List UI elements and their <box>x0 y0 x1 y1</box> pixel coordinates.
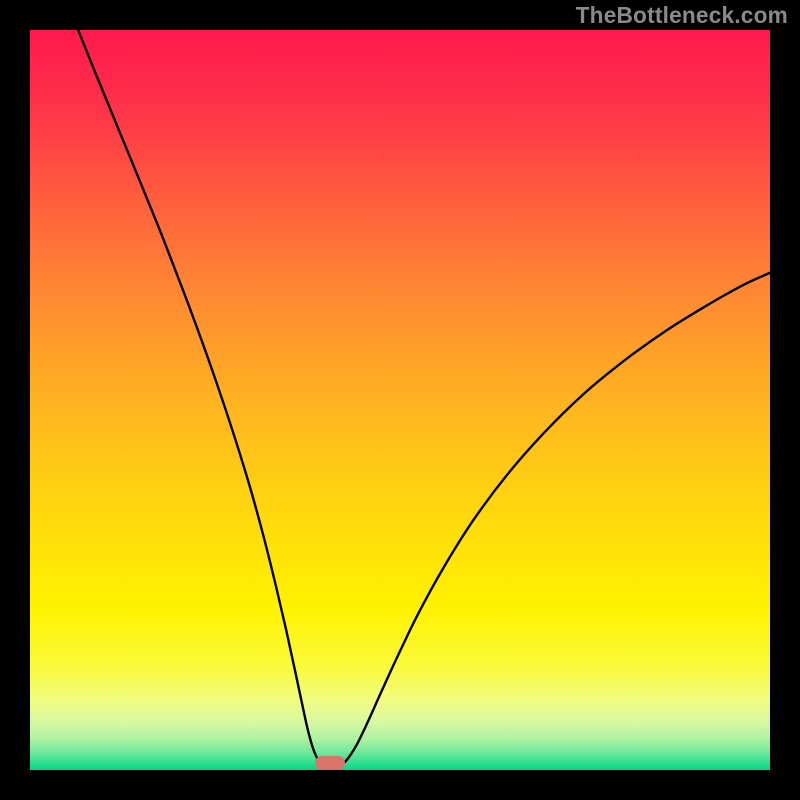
frame-border-bottom <box>0 770 800 800</box>
chart-frame: TheBottleneck.com <box>0 0 800 800</box>
watermark-text: TheBottleneck.com <box>576 0 788 30</box>
curve-path <box>78 30 770 768</box>
optimum-marker <box>315 756 345 770</box>
frame-border-right <box>770 0 800 800</box>
plot-area <box>30 30 770 770</box>
frame-border-left <box>0 0 30 800</box>
bottleneck-curve <box>30 30 770 770</box>
